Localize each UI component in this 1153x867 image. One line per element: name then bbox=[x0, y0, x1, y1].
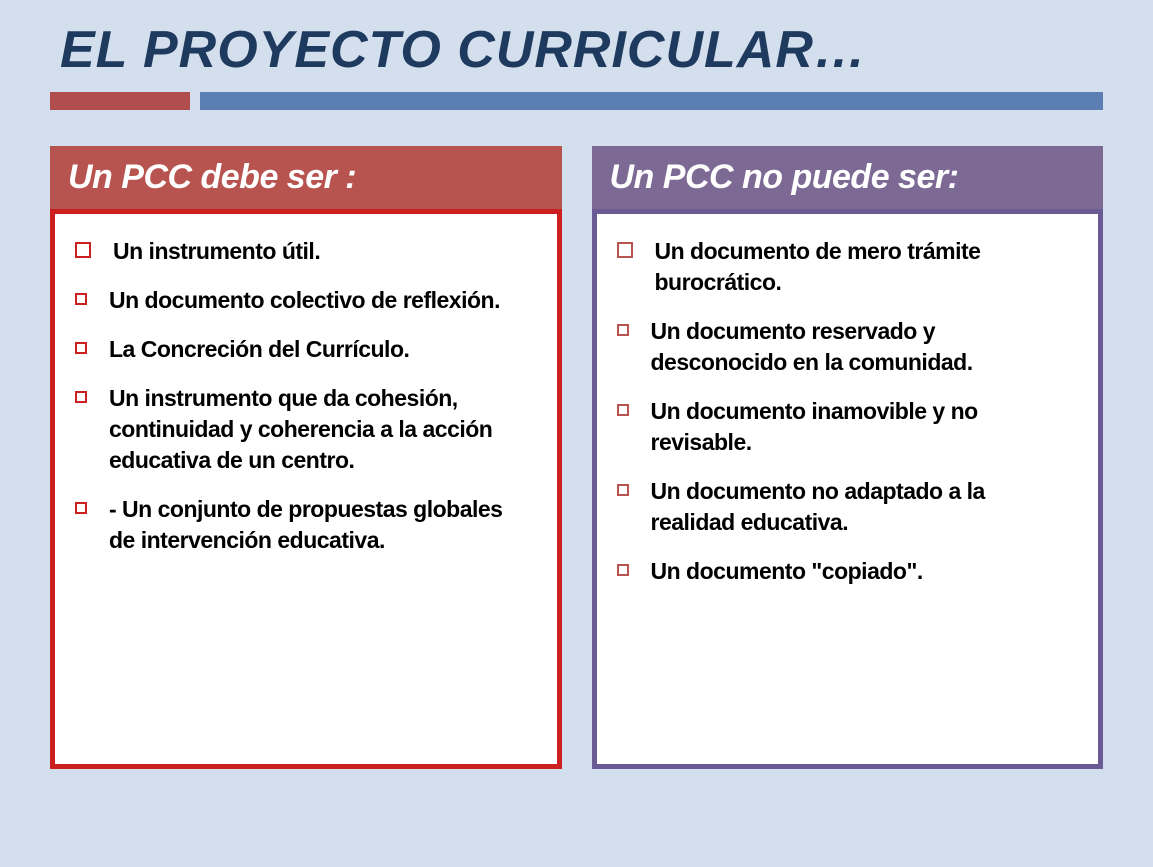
list-item-text: Un documento inamovible y no revisable. bbox=[651, 396, 1073, 458]
list-item-text: Un documento reservado y desconocido en … bbox=[651, 316, 1073, 378]
bullet-icon bbox=[617, 404, 629, 416]
list-item-text: La Concreción del Currículo. bbox=[109, 334, 409, 365]
list-item: Un instrumento que da cohesión, continui… bbox=[75, 383, 531, 476]
right-column: Un PCC no puede ser: Un documento de mer… bbox=[592, 146, 1104, 769]
list-item: Un documento inamovible y no revisable. bbox=[617, 396, 1073, 458]
left-column-body: Un instrumento útil. Un documento colect… bbox=[50, 209, 562, 769]
slide: EL PROYECTO CURRICULAR… Un PCC debe ser … bbox=[0, 0, 1153, 799]
list-item: Un documento de mero trámite burocrático… bbox=[617, 236, 1073, 298]
bullet-icon bbox=[75, 293, 87, 305]
left-list: Un instrumento útil. Un documento colect… bbox=[75, 236, 531, 556]
right-list: Un documento de mero trámite burocrático… bbox=[617, 236, 1073, 587]
columns-container: Un PCC debe ser : Un instrumento útil. U… bbox=[50, 146, 1103, 769]
bullet-icon bbox=[617, 484, 629, 496]
list-item: Un documento colectivo de reflexión. bbox=[75, 285, 531, 316]
divider-accent-blue bbox=[200, 92, 1103, 110]
list-item-text: Un documento colectivo de reflexión. bbox=[109, 285, 500, 316]
right-column-body: Un documento de mero trámite burocrático… bbox=[592, 209, 1104, 769]
divider-gap bbox=[190, 92, 200, 110]
title-divider bbox=[50, 92, 1103, 110]
page-title: EL PROYECTO CURRICULAR… bbox=[60, 20, 1103, 80]
bullet-icon bbox=[75, 502, 87, 514]
bullet-icon bbox=[617, 564, 629, 576]
list-item: Un documento "copiado". bbox=[617, 556, 1073, 587]
left-column: Un PCC debe ser : Un instrumento útil. U… bbox=[50, 146, 562, 769]
list-item-text: - Un conjunto de propuestas globales de … bbox=[109, 494, 531, 556]
list-item-text: Un documento no adaptado a la realidad e… bbox=[651, 476, 1073, 538]
divider-accent-red bbox=[50, 92, 190, 110]
list-item: La Concreción del Currículo. bbox=[75, 334, 531, 365]
bullet-icon bbox=[617, 242, 633, 258]
bullet-icon bbox=[75, 391, 87, 403]
list-item: Un documento no adaptado a la realidad e… bbox=[617, 476, 1073, 538]
list-item: Un documento reservado y desconocido en … bbox=[617, 316, 1073, 378]
list-item: Un instrumento útil. bbox=[75, 236, 531, 267]
list-item-text: Un documento "copiado". bbox=[651, 556, 923, 587]
list-item-text: Un instrumento útil. bbox=[113, 236, 320, 267]
list-item: - Un conjunto de propuestas globales de … bbox=[75, 494, 531, 556]
left-column-header: Un PCC debe ser : bbox=[50, 146, 562, 209]
bullet-icon bbox=[75, 342, 87, 354]
list-item-text: Un documento de mero trámite burocrático… bbox=[655, 236, 1073, 298]
right-column-header: Un PCC no puede ser: bbox=[592, 146, 1104, 209]
list-item-text: Un instrumento que da cohesión, continui… bbox=[109, 383, 531, 476]
bullet-icon bbox=[75, 242, 91, 258]
bullet-icon bbox=[617, 324, 629, 336]
